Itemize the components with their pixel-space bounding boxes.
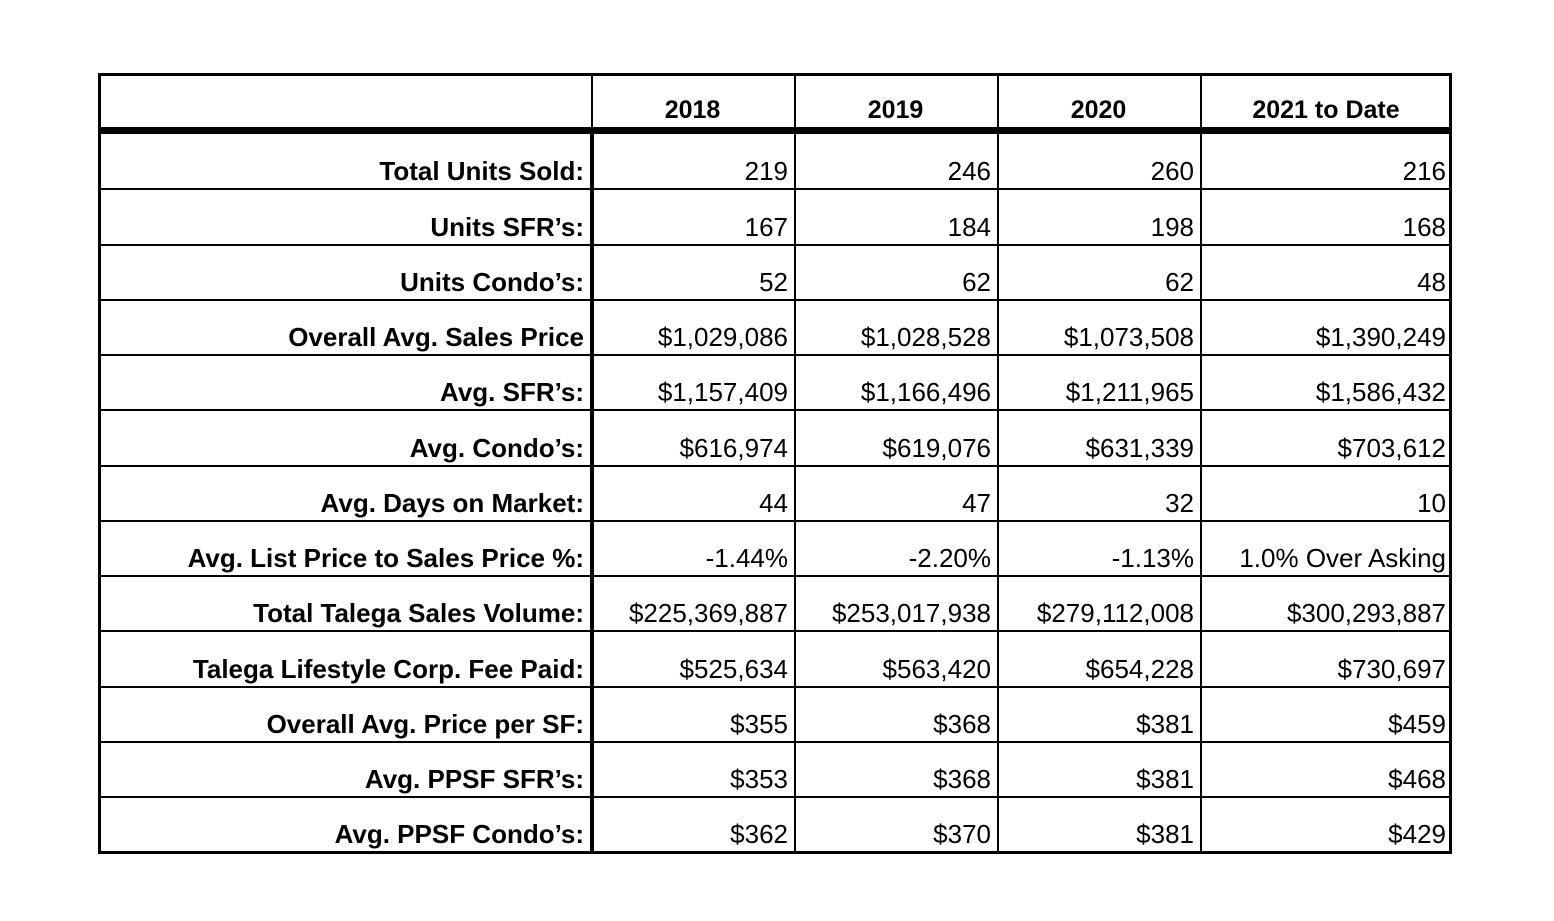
table-row-total-units-sold: Total Units Sold: 219 246 260 216 bbox=[101, 130, 1452, 190]
value-cell-2020: $381 bbox=[997, 740, 1201, 798]
value-cell-2020: -1.13% bbox=[997, 519, 1201, 577]
table-row-overall-avg-sales-price: Overall Avg. Sales Price $1,029,086 $1,028… bbox=[101, 298, 1452, 356]
talega-sales-stats-table: 2018 2019 2020 2021 to Date Total Units … bbox=[98, 73, 1452, 854]
row-label: Avg. Days on Market: bbox=[101, 464, 594, 521]
value-cell-2021-to-date: 1.0% Over Asking bbox=[1200, 519, 1452, 577]
value-cell-2020: $381 bbox=[997, 685, 1201, 742]
value-cell-2018: $525,634 bbox=[592, 630, 795, 687]
header-year-2020: 2020 bbox=[997, 76, 1201, 134]
value-cell-2020: 32 bbox=[997, 464, 1201, 521]
row-label: Avg. PPSF SFR’s: bbox=[101, 740, 594, 798]
row-label: Avg. List Price to Sales Price %: bbox=[101, 519, 594, 577]
value-cell-2019: $368 bbox=[794, 685, 998, 742]
table-row-total-talega-sales-volume: Total Talega Sales Volume: $225,369,887 $2… bbox=[101, 575, 1452, 632]
value-cell-2020: 198 bbox=[997, 188, 1201, 245]
value-cell-2020: $1,211,965 bbox=[997, 354, 1201, 411]
value-cell-2018: -1.44% bbox=[592, 519, 795, 577]
row-label: Units SFR’s: bbox=[101, 188, 594, 245]
value-cell-2020: $1,073,508 bbox=[997, 298, 1201, 356]
table-row-avg-list-to-sales-price-pct: Avg. List Price to Sales Price %: -1.44% -… bbox=[101, 519, 1452, 577]
row-label: Avg. PPSF Condo’s: bbox=[101, 796, 594, 851]
value-cell-2018: $1,157,409 bbox=[592, 354, 795, 411]
value-cell-2018: 44 bbox=[592, 464, 795, 521]
row-label: Overall Avg. Price per SF: bbox=[101, 685, 594, 742]
value-cell-2021-to-date: $703,612 bbox=[1200, 409, 1452, 466]
table-row-avg-condos: Avg. Condo’s: $616,974 $619,076 $631,339 $70… bbox=[101, 409, 1452, 466]
value-cell-2020: $654,228 bbox=[997, 630, 1201, 687]
value-cell-2021-to-date: $459 bbox=[1200, 685, 1452, 742]
value-cell-2020: 62 bbox=[997, 243, 1201, 300]
table-row-units-condos: Units Condo’s: 52 62 62 48 bbox=[101, 243, 1452, 300]
row-label: Units Condo’s: bbox=[101, 243, 594, 300]
stats-table: 2018 2019 2020 2021 to Date Total Units … bbox=[101, 76, 1452, 851]
header-year-2021-to-date: 2021 to Date bbox=[1200, 76, 1452, 134]
value-cell-2018: 219 bbox=[744, 156, 788, 187]
value-cell-2018: $1,029,086 bbox=[592, 298, 795, 356]
value-cell-2019: $370 bbox=[794, 796, 998, 851]
value-cell-2018: $225,369,887 bbox=[592, 575, 795, 632]
value-cell-2021-to-date: 10 bbox=[1200, 464, 1452, 521]
table-row-avg-ppsf-condos: Avg. PPSF Condo’s: $362 $370 $381 $429 bbox=[101, 796, 1452, 851]
table-row-avg-days-on-market: Avg. Days on Market: 44 47 32 10 bbox=[101, 464, 1452, 521]
stats-body: Total Units Sold: 219 246 260 216 Units SFR’s… bbox=[101, 130, 1452, 851]
value-cell-2021-to-date: $468 bbox=[1200, 740, 1452, 798]
value-cell-2020: $631,339 bbox=[997, 409, 1201, 466]
value-cell-2021-to-date: $1,390,249 bbox=[1200, 298, 1452, 356]
value-cell-2019: -2.20% bbox=[794, 519, 998, 577]
row-label: Avg. SFR’s: bbox=[101, 354, 594, 411]
value-cell-2018: $362 bbox=[592, 796, 795, 851]
value-cell-2021-to-date: $300,293,887 bbox=[1200, 575, 1452, 632]
value-cell-2019: 246 bbox=[794, 130, 998, 190]
value-cell-2018: $616,974 bbox=[592, 409, 795, 466]
value-cell-2018: 167 bbox=[592, 188, 795, 245]
header-year-2018: 2018 bbox=[591, 76, 795, 134]
table-row-avg-sfrs: Avg. SFR’s: $1,157,409 $1,166,496 $1,211,96… bbox=[101, 354, 1452, 411]
value-cell-2021-to-date: 168 bbox=[1200, 188, 1452, 245]
value-cell-2019: 47 bbox=[794, 464, 998, 521]
value-cell-2020: 260 bbox=[997, 130, 1201, 190]
value-cell-2019: $1,166,496 bbox=[794, 354, 998, 411]
row-label: Avg. Condo’s: bbox=[101, 409, 594, 466]
value-cell-2019: 62 bbox=[794, 243, 998, 300]
value-cell-2019: 184 bbox=[794, 188, 998, 245]
value-cell-2021-to-date: $1,586,432 bbox=[1200, 354, 1452, 411]
value-cell-2019: $1,028,528 bbox=[794, 298, 998, 356]
header-year-2019: 2019 bbox=[794, 76, 998, 134]
row-label: Overall Avg. Sales Price bbox=[101, 298, 594, 356]
value-cell-2021-to-date: 216 bbox=[1200, 130, 1452, 190]
value-cell-2021-to-date: 48 bbox=[1200, 243, 1452, 300]
table-row-talega-lifestyle-corp-fee-paid: Talega Lifestyle Corp. Fee Paid: $525,634… bbox=[101, 630, 1452, 687]
row-label: Total Talega Sales Volume: bbox=[101, 575, 594, 632]
header-row: 2018 2019 2020 2021 to Date bbox=[101, 76, 1452, 134]
value-cell-2018: 52 bbox=[592, 243, 795, 300]
row-label: Total Units Sold: bbox=[101, 130, 594, 190]
table-row-avg-ppsf-sfrs: Avg. PPSF SFR’s: $353 $368 $381 $468 bbox=[101, 740, 1452, 798]
value-cell-2020: $381 bbox=[997, 796, 1201, 851]
value-cell-2021-to-date: $730,697 bbox=[1200, 630, 1452, 687]
header-corner-cell bbox=[101, 76, 592, 134]
value-cell-2018: $355 bbox=[592, 685, 795, 742]
table-row-overall-avg-price-per-sf: Overall Avg. Price per SF: $355 $368 $381 $4… bbox=[101, 685, 1452, 742]
value-cell-2019: $253,017,938 bbox=[794, 575, 998, 632]
table-row-units-sfrs: Units SFR’s: 167 184 198 168 bbox=[101, 188, 1452, 245]
value-cell-2019: $368 bbox=[794, 740, 998, 798]
row-label: Talega Lifestyle Corp. Fee Paid: bbox=[101, 630, 594, 687]
value-cell-2020: $279,112,008 bbox=[997, 575, 1201, 632]
value-cell-2018: $353 bbox=[592, 740, 795, 798]
value-cell-2019: $563,420 bbox=[794, 630, 998, 687]
value-cell-2019: $619,076 bbox=[794, 409, 998, 466]
value-cell-2021-to-date: $429 bbox=[1200, 796, 1452, 851]
